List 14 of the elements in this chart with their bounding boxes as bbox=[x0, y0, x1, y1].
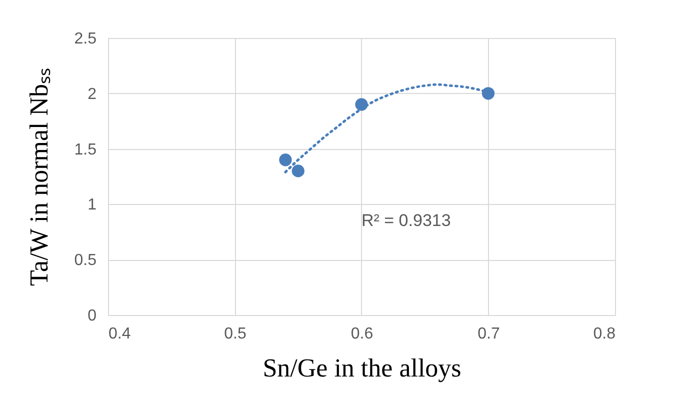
y-tick-label: 1 bbox=[88, 196, 97, 214]
x-tick-label: 0.7 bbox=[478, 326, 500, 342]
y-tick-label: 2 bbox=[88, 86, 97, 103]
x-tick-label: 0.5 bbox=[224, 326, 246, 342]
y-tick-label: 2.5 bbox=[74, 30, 97, 48]
y-axis-title: Ta/W in normal Nbₛₛ bbox=[24, 68, 54, 286]
x-axis-title: Sn/Ge in the alloys bbox=[262, 354, 462, 382]
x-tick-label: 0.4 bbox=[108, 326, 131, 342]
x-tick-label: 0.6 bbox=[350, 326, 374, 342]
x-tick-label: 0.8 bbox=[593, 326, 616, 342]
y-tick-label: 0.5 bbox=[74, 252, 97, 270]
y-tick-label: 1.5 bbox=[74, 141, 97, 158]
annotation: R² = 0.9313 bbox=[362, 210, 451, 230]
y-tick-label: 0 bbox=[88, 308, 97, 324]
